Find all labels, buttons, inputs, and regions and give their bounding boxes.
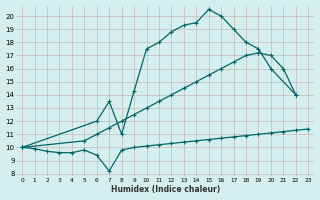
X-axis label: Humidex (Indice chaleur): Humidex (Indice chaleur) (111, 185, 220, 194)
